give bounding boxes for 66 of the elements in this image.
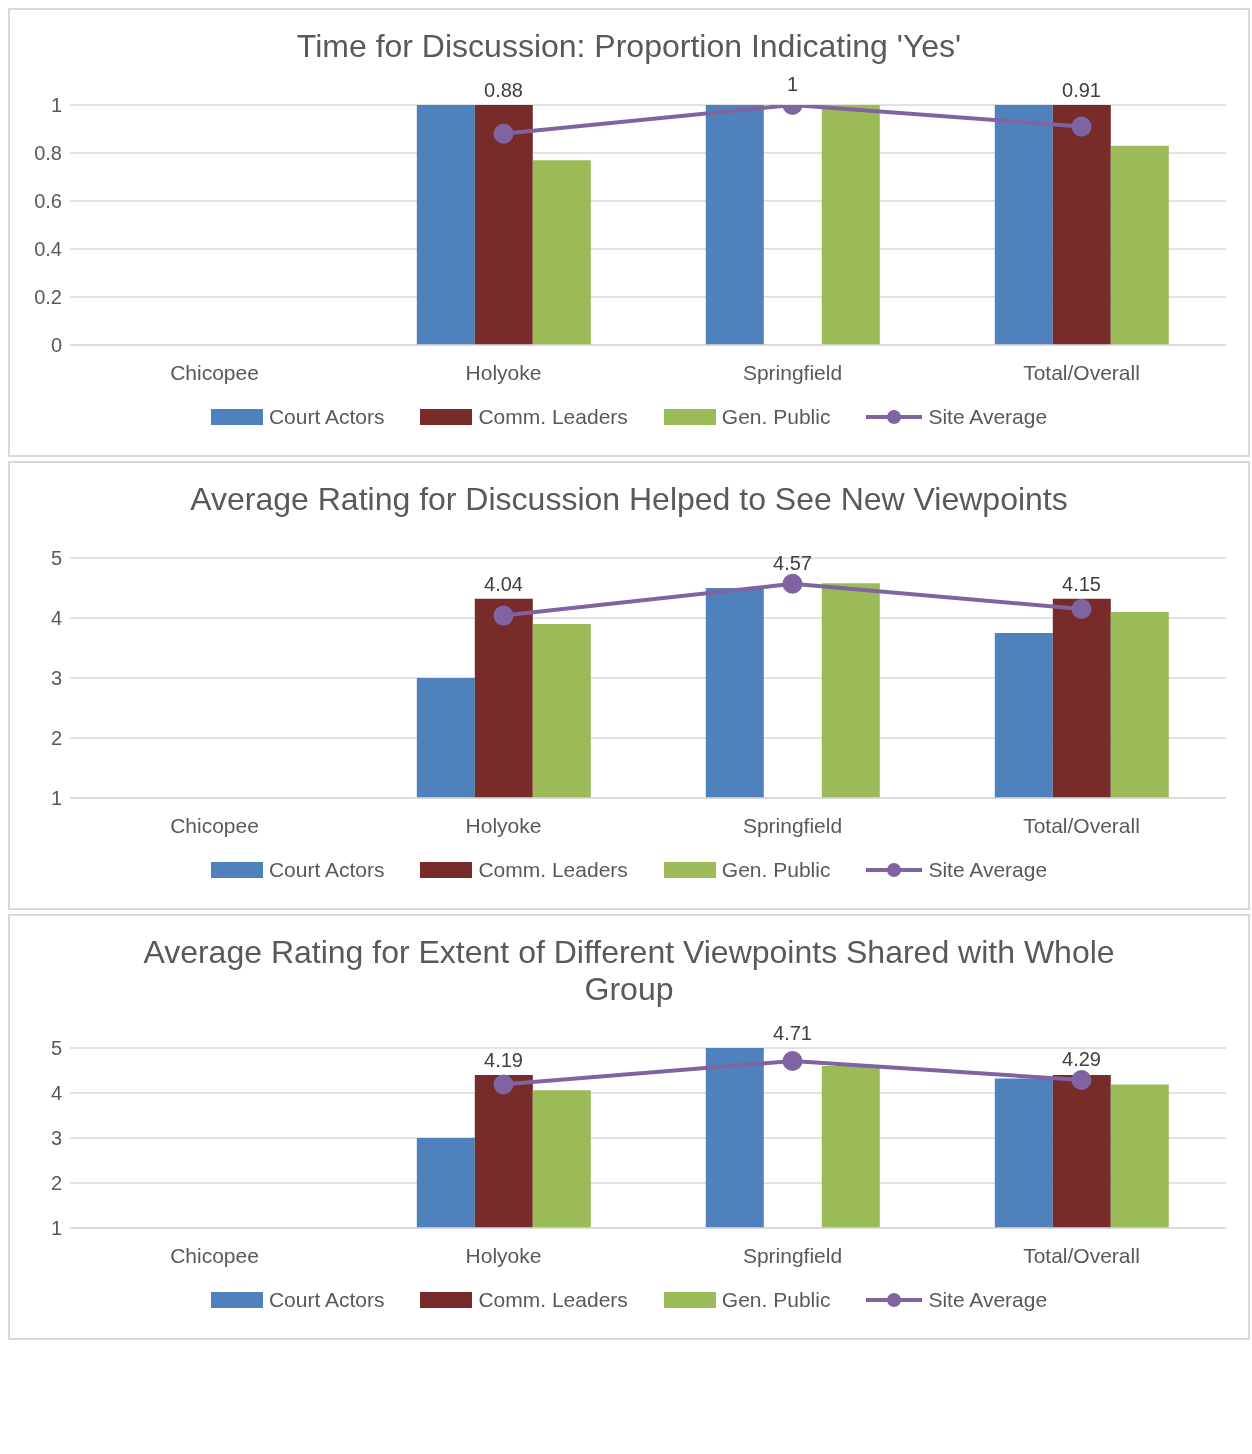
data-label: 4.04: [484, 572, 523, 595]
legend-label: Gen. Public: [721, 405, 831, 429]
bar: [532, 160, 591, 345]
legend-label: Comm. Leaders: [478, 405, 628, 429]
point: [1071, 599, 1092, 619]
x-tick-label: Total/Overall: [1023, 1243, 1140, 1267]
x-tick-label: Holyoke: [465, 1243, 542, 1267]
x-tick-label: Holyoke: [465, 360, 542, 384]
y-tick-label: 3: [50, 1127, 62, 1150]
bar: [821, 105, 880, 345]
y-tick-label: 2: [50, 1172, 62, 1195]
data-label: 0.91: [1062, 79, 1101, 101]
point: [493, 1074, 514, 1095]
bar: [1052, 105, 1111, 345]
bar: [994, 105, 1053, 345]
y-tick-label: 5: [50, 547, 62, 570]
y-tick-label: 0.4: [34, 238, 62, 261]
bar: [474, 105, 533, 345]
data-label: 4.15: [1062, 572, 1101, 595]
legend-label: Site Average: [928, 405, 1048, 429]
x-tick-label: Total/Overall: [1023, 813, 1140, 837]
legend-label: Court Actors: [268, 405, 385, 429]
legend-label: Comm. Leaders: [478, 858, 628, 882]
point: [782, 573, 803, 594]
y-tick-label: 0.8: [34, 142, 62, 165]
chart-title: Time for Discussion: Proportion Indicating 'Yes': [295, 27, 963, 65]
y-tick-label: 1: [50, 1217, 62, 1240]
x-tick-label: Chicopee: [170, 1243, 259, 1267]
legend-label: Comm. Leaders: [478, 1288, 628, 1312]
data-label: 4.19: [484, 1049, 523, 1071]
data-label: 4.57: [773, 551, 812, 574]
chart-title: Average Rating for Extent of Different Viewpoints Shared with Whole Group: [142, 933, 1116, 1008]
y-tick-label: 3: [50, 667, 62, 690]
x-tick-label: Total/Overall: [1023, 360, 1140, 384]
point: [782, 1051, 803, 1072]
legend-label: Court Actors: [268, 1288, 385, 1312]
x-tick-label: Springfield: [742, 813, 843, 837]
x-tick-label: Springfield: [742, 360, 843, 384]
data-label: 4.29: [1062, 1047, 1101, 1070]
data-label: 0.88: [484, 79, 523, 101]
x-tick-label: Chicopee: [170, 813, 259, 837]
point: [493, 605, 514, 626]
y-tick-label: 0.6: [34, 190, 62, 213]
bar: [416, 105, 475, 345]
y-tick-label: 0: [50, 334, 62, 357]
legend-label: Gen. Public: [721, 1288, 831, 1312]
legend-label: Site Average: [928, 858, 1048, 882]
legend-label: Court Actors: [268, 858, 385, 882]
x-tick-label: Chicopee: [170, 360, 259, 384]
bar: [705, 105, 764, 345]
y-tick-label: 1: [50, 787, 62, 810]
legend-label: Gen. Public: [721, 858, 831, 882]
y-tick-label: 2: [50, 727, 62, 750]
bar: [1110, 145, 1169, 345]
y-tick-label: 0.2: [34, 286, 62, 309]
legend-label: Site Average: [928, 1288, 1048, 1312]
y-tick-label: 4: [50, 607, 62, 630]
data-label: 4.71: [773, 1022, 812, 1044]
y-tick-label: 1: [50, 94, 62, 117]
x-tick-label: Holyoke: [465, 813, 542, 837]
x-tick-label: Springfield: [742, 1243, 843, 1267]
point: [1071, 1069, 1092, 1090]
y-tick-label: 5: [50, 1037, 62, 1060]
chart-title: Average Rating for Discussion Helped to See New Viewpoints: [189, 480, 1069, 518]
data-label: 1: [786, 73, 799, 95]
y-tick-label: 4: [50, 1082, 62, 1105]
